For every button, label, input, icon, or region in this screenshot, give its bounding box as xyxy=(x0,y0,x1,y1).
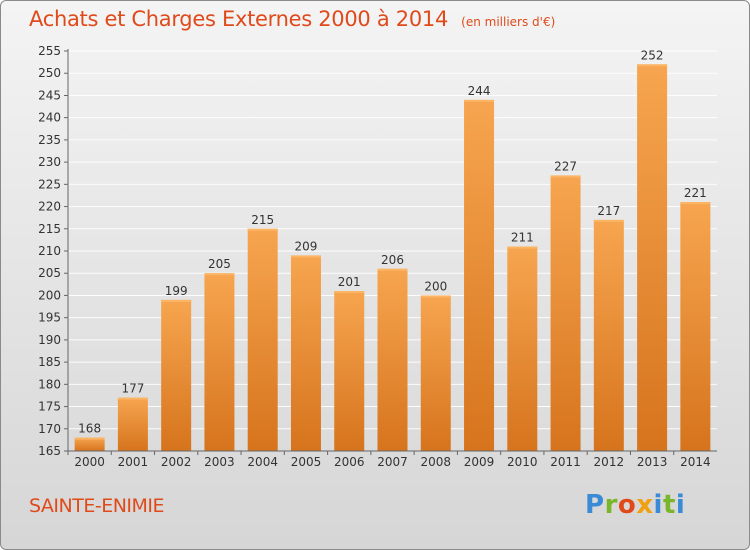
x-tick-label: 2013 xyxy=(637,455,668,469)
bar-top-highlight xyxy=(290,255,321,258)
x-tick-label: 2014 xyxy=(680,455,711,469)
y-tick-label: 225 xyxy=(38,177,61,191)
bar-top-highlight xyxy=(161,299,192,302)
bar xyxy=(464,99,495,451)
x-tick-label: 2011 xyxy=(550,455,581,469)
bar-top-highlight xyxy=(593,219,624,222)
bar xyxy=(204,273,235,451)
bar xyxy=(117,397,148,451)
proxiti-logo[interactable]: Proxiti xyxy=(585,490,685,520)
bar-top-highlight xyxy=(680,202,711,205)
bar-top-highlight xyxy=(377,268,408,271)
city-name: SAINTE-ENIMIE xyxy=(29,495,165,517)
bar xyxy=(593,219,624,451)
y-tick-label: 250 xyxy=(38,66,61,80)
x-tick-label: 2002 xyxy=(161,455,192,469)
logo-letter: i xyxy=(653,490,663,520)
bars-group: 168 177 199 205 215 209 201 206 200 244 211 227 217 2… xyxy=(74,48,711,452)
data-label: 200 xyxy=(424,279,447,293)
bar xyxy=(247,228,278,451)
bar-top-highlight xyxy=(550,175,581,178)
bar xyxy=(550,175,581,451)
y-tick-label: 180 xyxy=(38,377,61,391)
x-tick-label: 2005 xyxy=(291,455,322,469)
data-label: 215 xyxy=(251,213,274,227)
data-label: 177 xyxy=(121,382,144,396)
x-tick-label: 2010 xyxy=(507,455,538,469)
bar-top-highlight xyxy=(464,99,495,102)
y-tick-label: 190 xyxy=(38,333,61,347)
logo-letter: t xyxy=(662,490,676,520)
y-tick-label: 215 xyxy=(38,222,61,236)
y-tick-label: 220 xyxy=(38,200,61,214)
chart-subtitle: (en milliers d'€) xyxy=(461,15,556,29)
data-label: 244 xyxy=(468,84,491,98)
y-tick-label: 210 xyxy=(38,244,61,258)
bar xyxy=(507,246,538,451)
x-tick-label: 2000 xyxy=(74,455,105,469)
y-tick-label: 175 xyxy=(38,400,61,414)
data-label: 205 xyxy=(208,257,231,271)
bar-top-highlight xyxy=(507,246,538,249)
bar xyxy=(290,255,321,451)
bar-top-highlight xyxy=(637,64,668,67)
x-tick-label: 2012 xyxy=(594,455,625,469)
data-label: 168 xyxy=(78,422,101,436)
y-tick-label: 240 xyxy=(38,111,61,125)
data-label: 211 xyxy=(511,231,534,245)
x-tick-label: 2009 xyxy=(464,455,495,469)
bar xyxy=(377,268,408,451)
y-tick-label: 230 xyxy=(38,155,61,169)
data-label: 206 xyxy=(381,253,404,267)
y-tick-label: 170 xyxy=(38,422,61,436)
x-tick-label: 2008 xyxy=(420,455,451,469)
bar xyxy=(680,202,711,451)
y-tick-label: 255 xyxy=(38,44,61,58)
y-tick-label: 165 xyxy=(38,444,61,458)
x-tick-label: 2001 xyxy=(118,455,149,469)
y-tick-label: 200 xyxy=(38,288,61,302)
bar-top-highlight xyxy=(420,295,451,298)
bar-top-highlight xyxy=(204,273,235,276)
x-tick-label: 2004 xyxy=(247,455,278,469)
bar-top-highlight xyxy=(74,437,105,440)
x-tick-label: 2006 xyxy=(334,455,365,469)
data-label: 201 xyxy=(338,275,361,289)
axes-group: 165 170 175 180 185 190 195 200 205 210 215 220 225 2… xyxy=(38,44,717,469)
data-label: 227 xyxy=(554,159,577,173)
x-tick-label: 2003 xyxy=(204,455,235,469)
logo-letter: i xyxy=(675,490,686,520)
bar xyxy=(637,64,668,452)
data-label: 252 xyxy=(641,48,664,62)
logo-letter: P xyxy=(585,490,605,520)
data-label: 217 xyxy=(597,204,620,218)
chart-title-block: Achats et Charges Externes 2000 à 2014 (… xyxy=(29,7,555,31)
y-tick-label: 185 xyxy=(38,355,61,369)
bar-top-highlight xyxy=(117,397,148,400)
chart-title: Achats et Charges Externes 2000 à 2014 xyxy=(29,7,449,31)
bar-top-highlight xyxy=(334,291,365,293)
data-label: 199 xyxy=(165,284,188,298)
data-label: 221 xyxy=(684,186,707,200)
bar xyxy=(74,437,105,451)
bar xyxy=(334,291,365,451)
logo-letter: r xyxy=(604,490,618,520)
y-tick-label: 205 xyxy=(38,266,61,280)
bar xyxy=(420,295,451,451)
bar xyxy=(161,299,192,451)
bar-top-highlight xyxy=(247,228,278,231)
y-tick-label: 235 xyxy=(38,133,61,147)
data-label: 209 xyxy=(295,239,318,253)
y-tick-label: 195 xyxy=(38,311,61,325)
x-tick-label: 2007 xyxy=(377,455,408,469)
logo-letter: o xyxy=(617,490,637,520)
y-tick-label: 245 xyxy=(38,88,61,102)
logo-letter: x xyxy=(636,490,654,520)
